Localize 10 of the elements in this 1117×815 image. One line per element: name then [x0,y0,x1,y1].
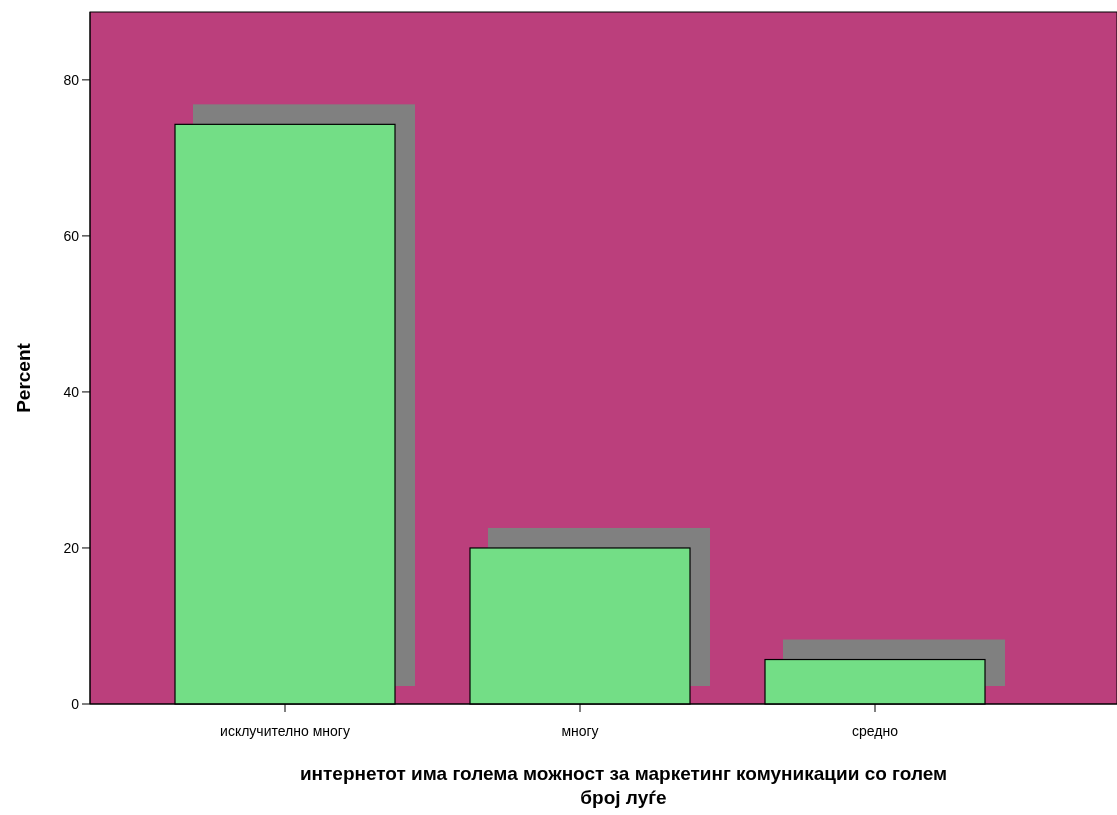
y-tick-label: 20 [63,539,80,556]
y-tick-label: 60 [63,227,80,244]
y-tick-label: 40 [63,383,80,400]
x-tick-label: многу [561,723,599,739]
x-tick-label: средно [852,723,899,739]
y-tick-label: 0 [71,695,80,712]
y-tick-label: 80 [63,71,80,88]
y-axis-title: Percent [13,342,34,413]
x-axis-title: интернетот има голема можност за маркетинг комуникации со голем број луѓе [299,763,948,808]
x-tick-label: исклучително многу [220,723,350,739]
